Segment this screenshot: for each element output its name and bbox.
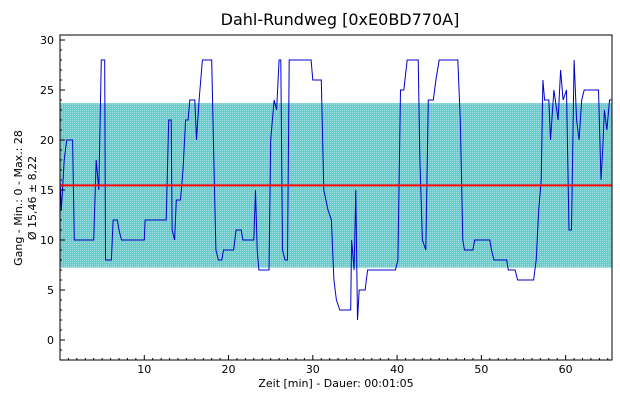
x-tick-label: 20 [222,363,236,376]
y-tick-label: 25 [40,84,54,97]
x-tick-label: 50 [474,363,488,376]
gear-series-line [60,59,612,321]
plot-frame [59,34,613,361]
y-tick-label: 30 [40,34,54,47]
x-tick-label: 10 [137,363,151,376]
y-axis-title-line1: Gang - Min.: 0 - Max.: 28 [12,130,25,266]
y-tick-label: 5 [47,284,54,297]
y-tick-label: 0 [47,334,54,347]
x-tick-label: 30 [306,363,320,376]
x-tick-label: 60 [559,363,573,376]
y-tick-label: 10 [40,234,54,247]
chart-title: Dahl-Rundweg [0xE0BD770A] [221,10,460,29]
y-axis-title-line2: Ø 15,46 ± 8,22 [26,156,39,240]
x-tick-label: 40 [390,363,404,376]
y-tick-label: 20 [40,134,54,147]
x-axis-title: Zeit [min] - Dauer: 00:01:05 [258,377,413,390]
y-tick-label: 15 [40,184,54,197]
